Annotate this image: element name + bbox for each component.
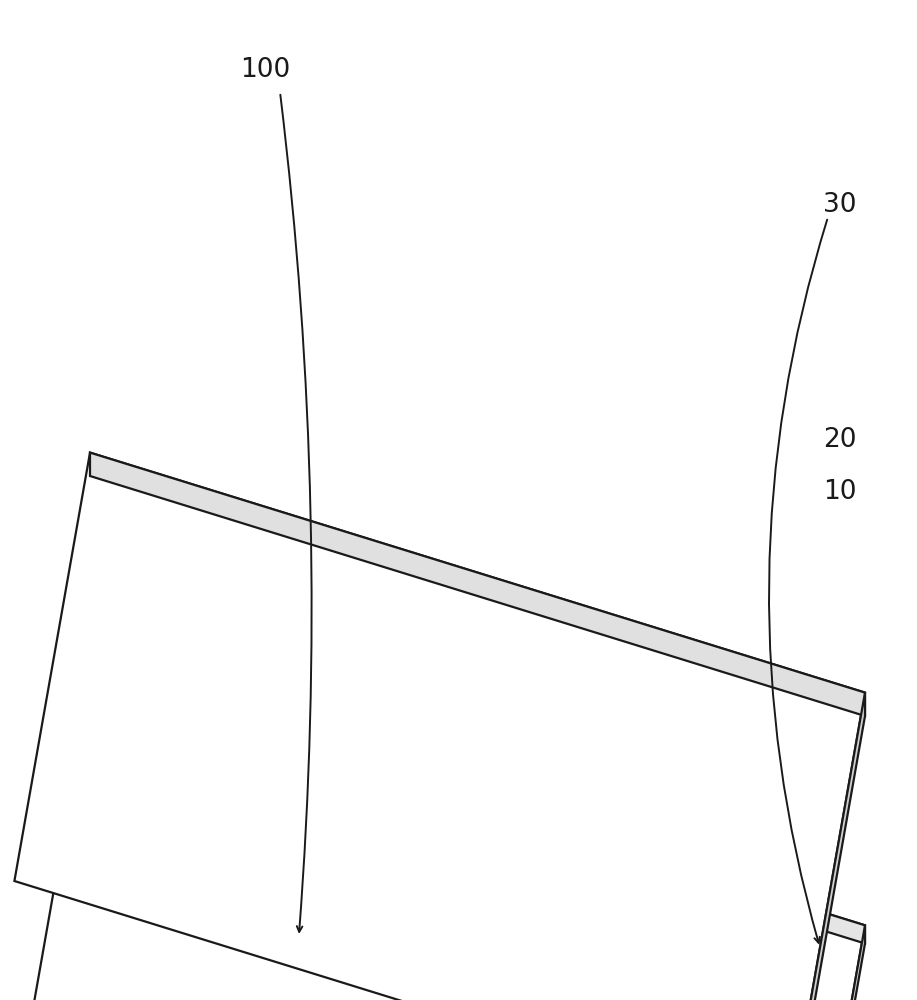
Ellipse shape <box>90 907 183 975</box>
Polygon shape <box>480 868 539 915</box>
Ellipse shape <box>272 774 333 818</box>
Polygon shape <box>400 943 476 1000</box>
Polygon shape <box>406 943 476 1000</box>
Polygon shape <box>807 925 865 1000</box>
Polygon shape <box>90 882 865 1000</box>
Polygon shape <box>90 847 166 907</box>
Polygon shape <box>15 453 865 1000</box>
Ellipse shape <box>106 723 167 767</box>
Ellipse shape <box>74 995 168 1000</box>
Ellipse shape <box>443 827 503 871</box>
Text: 20: 20 <box>823 427 856 453</box>
Polygon shape <box>96 847 166 914</box>
Text: 10: 10 <box>823 479 856 505</box>
Polygon shape <box>790 693 865 1000</box>
Polygon shape <box>534 885 539 952</box>
Text: 100: 100 <box>240 57 290 83</box>
Ellipse shape <box>256 959 349 1000</box>
Polygon shape <box>32 685 865 1000</box>
Text: 30: 30 <box>823 192 856 218</box>
Polygon shape <box>18 882 865 1000</box>
Polygon shape <box>90 453 865 716</box>
Polygon shape <box>470 964 476 1000</box>
Polygon shape <box>484 868 539 921</box>
Polygon shape <box>90 685 865 944</box>
Polygon shape <box>160 868 166 953</box>
